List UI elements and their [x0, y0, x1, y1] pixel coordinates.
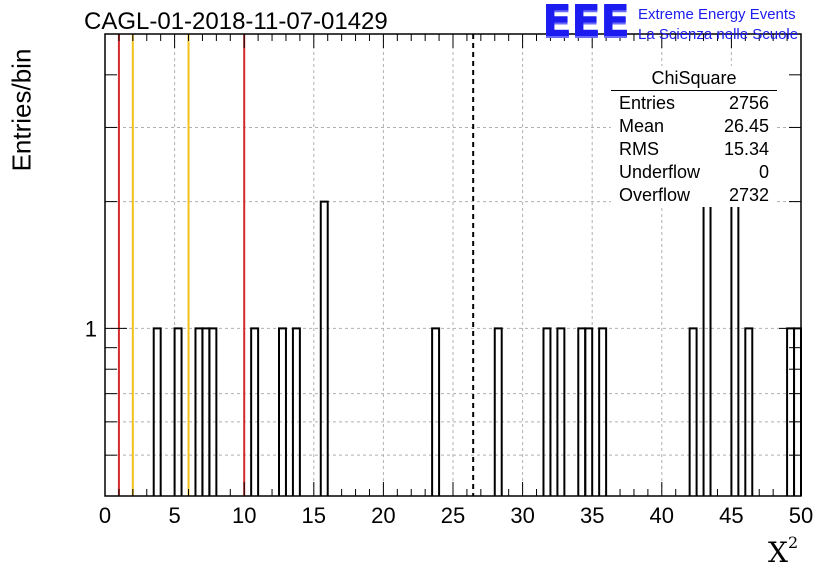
stats-box: ChiSquare Entries 2756 Mean 26.45 RMS 15.34…: [611, 66, 777, 207]
x-axis-label-symbol: X: [768, 536, 788, 569]
histogram-bin: [577, 327, 587, 496]
histogram-bin: [542, 327, 552, 496]
stats-value: 26.45: [723, 116, 769, 136]
histogram-bin: [730, 200, 740, 496]
x-tick-label: 40: [650, 503, 674, 528]
marker-lines: [117, 34, 475, 496]
logo-line-2: La Scienza nelle Scuole: [638, 26, 799, 43]
x-axis-label: X2: [768, 532, 799, 569]
histogram-bin: [793, 327, 802, 496]
histogram-bin: [201, 327, 211, 496]
stats-key: RMS: [619, 139, 659, 159]
histogram-bin: [152, 327, 162, 496]
histogram-bin: [786, 327, 796, 496]
x-tick-label: 15: [302, 503, 326, 528]
eee-logo: EEE Extreme Energy Events La Scienza nel…: [542, 0, 832, 47]
histogram-bin: [556, 327, 566, 496]
x-tick-label: 0: [99, 503, 111, 528]
x-tick-label: 50: [789, 503, 813, 528]
histogram-bin: [291, 327, 301, 496]
y-tick-label: 1: [85, 316, 97, 341]
histogram-bin: [744, 327, 754, 496]
histogram-bars: [152, 200, 802, 496]
histogram-bin: [173, 327, 183, 496]
stats-key: Overflow: [619, 185, 691, 205]
histogram-bin: [250, 327, 260, 496]
histogram-bin: [431, 327, 441, 496]
stats-value: 2756: [728, 93, 769, 113]
histogram-bin: [702, 200, 712, 496]
x-tick-label: 5: [168, 503, 180, 528]
stats-value: 15.34: [723, 139, 769, 159]
histogram-bin: [584, 327, 594, 496]
histogram-bin: [319, 200, 329, 496]
stats-key: Entries: [619, 93, 676, 113]
histogram-bin: [278, 327, 287, 496]
x-tick-label: 35: [580, 503, 604, 528]
histogram-bin: [688, 327, 698, 496]
stats-title: ChiSquare: [651, 68, 737, 88]
histogram-bin: [208, 327, 218, 496]
stats-key: Underflow: [619, 162, 701, 182]
x-tick-label: 30: [510, 503, 534, 528]
histogram-bin: [493, 327, 503, 496]
stats-value: 0: [758, 162, 769, 182]
stats-value: 2732: [728, 185, 769, 205]
logo-line-1: Extreme Energy Events: [638, 6, 796, 23]
histogram-bin: [194, 327, 204, 496]
stats-separator: [611, 90, 777, 91]
x-tick-label: 25: [441, 503, 465, 528]
x-tick-label: 45: [719, 503, 743, 528]
axes: 0 5 10 15 20 25 30 35 40 45 50 1: [85, 33, 813, 528]
x-tick-label: 20: [371, 503, 395, 528]
logo-letters: EEE: [542, 0, 630, 47]
x-axis-label-superscript: 2: [787, 532, 799, 552]
x-tick-label: 10: [232, 503, 256, 528]
run-title: CAGL-01-2018-11-07-01429: [84, 8, 388, 35]
histogram-bin: [598, 327, 608, 496]
stats-key: Mean: [619, 116, 665, 136]
y-axis-label: Entries/bin: [6, 48, 37, 172]
